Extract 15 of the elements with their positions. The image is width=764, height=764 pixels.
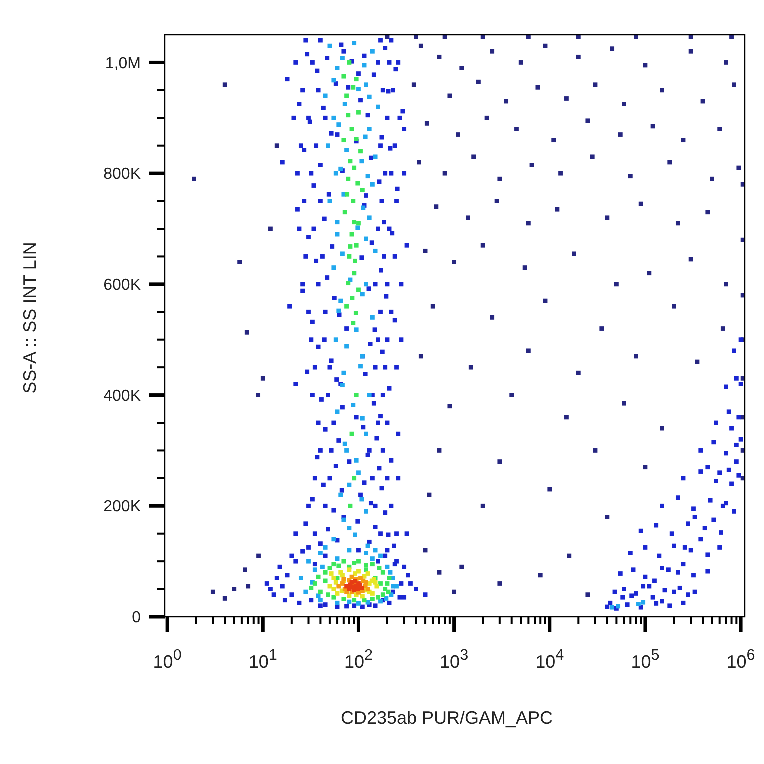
y-tick-label: 1,0M [105, 55, 141, 72]
x-tick-label: 10$^{4}$ [536, 646, 565, 672]
x-axis-title: CD235ab PUR/GAM_APC [340, 708, 554, 728]
y-tick-label: 0 [132, 610, 142, 627]
x-tick-label: 10$^{2}$ [344, 646, 373, 672]
y-tick-label: 600K [104, 277, 142, 294]
y-tick-label: 200K [104, 498, 142, 516]
y-axis-title: SS-A :: SS INT LIN [20, 242, 40, 394]
x-tick-label: 10$^{0}$ [153, 646, 182, 672]
x-tick-label: 10$^{3}$ [440, 646, 469, 672]
y-tick-label: 400K [104, 388, 142, 405]
x-tick-label: 10$^{5}$ [631, 646, 660, 672]
y-tick-label: 800K [104, 166, 142, 184]
x-tick-label: 10$^{6}$ [726, 646, 756, 672]
x-tick-label: 10$^{1}$ [248, 646, 278, 672]
